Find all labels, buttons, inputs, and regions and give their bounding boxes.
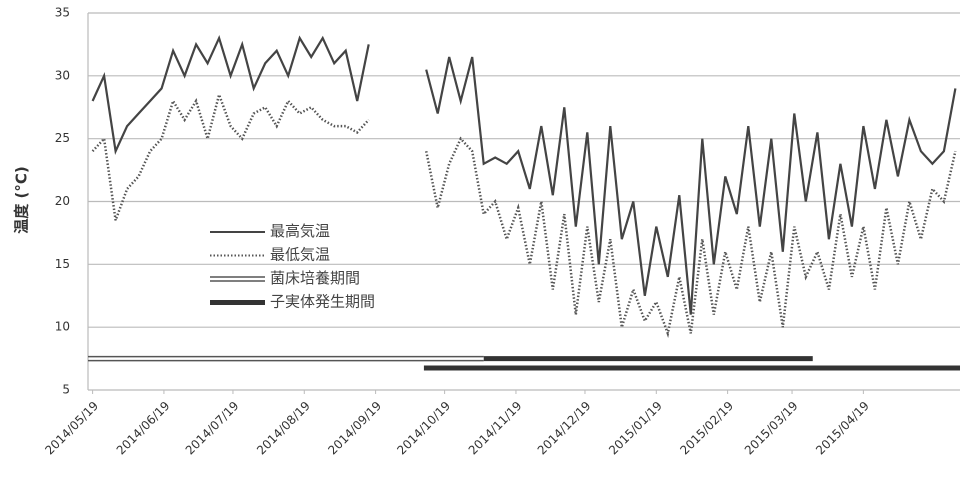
x-tick-label: 2014/05/19 bbox=[42, 399, 101, 458]
series-line bbox=[91, 90, 370, 221]
y-tick-label: 20 bbox=[55, 194, 70, 208]
series-line bbox=[424, 136, 957, 338]
legend-text: 最低気温 bbox=[270, 246, 330, 264]
y-tick-label: 35 bbox=[55, 6, 70, 20]
x-tick-label: 2014/12/19 bbox=[535, 399, 594, 458]
x-tick-label: 2014/09/19 bbox=[325, 399, 384, 458]
legend-text: 子実体発生期間 bbox=[270, 293, 375, 311]
x-tick-label: 2014/06/19 bbox=[114, 399, 173, 458]
x-tick-label: 2014/10/19 bbox=[394, 399, 453, 458]
y-tick-label: 25 bbox=[55, 131, 70, 145]
x-tick-label: 2015/01/19 bbox=[606, 399, 665, 458]
y-tick-label: 15 bbox=[55, 257, 70, 271]
y-tick-label: 5 bbox=[62, 383, 70, 397]
x-tick-label: 2014/07/19 bbox=[183, 399, 242, 458]
legend-text: 最高気温 bbox=[270, 222, 330, 240]
y-tick-label: 10 bbox=[55, 320, 70, 334]
y-axis-label: 温度 (°C) bbox=[13, 166, 31, 233]
x-tick-label: 2015/04/19 bbox=[813, 399, 872, 458]
x-tick-label: 2014/11/19 bbox=[466, 399, 525, 458]
x-tick-label: 2015/02/19 bbox=[677, 399, 736, 458]
legend-text: 菌床培養期間 bbox=[270, 269, 360, 287]
x-tick-label: 2014/08/19 bbox=[254, 399, 313, 458]
series-line bbox=[91, 35, 370, 156]
x-tick-label: 2015/03/19 bbox=[742, 399, 801, 458]
y-tick-label: 30 bbox=[55, 68, 70, 82]
series-line bbox=[425, 56, 957, 315]
